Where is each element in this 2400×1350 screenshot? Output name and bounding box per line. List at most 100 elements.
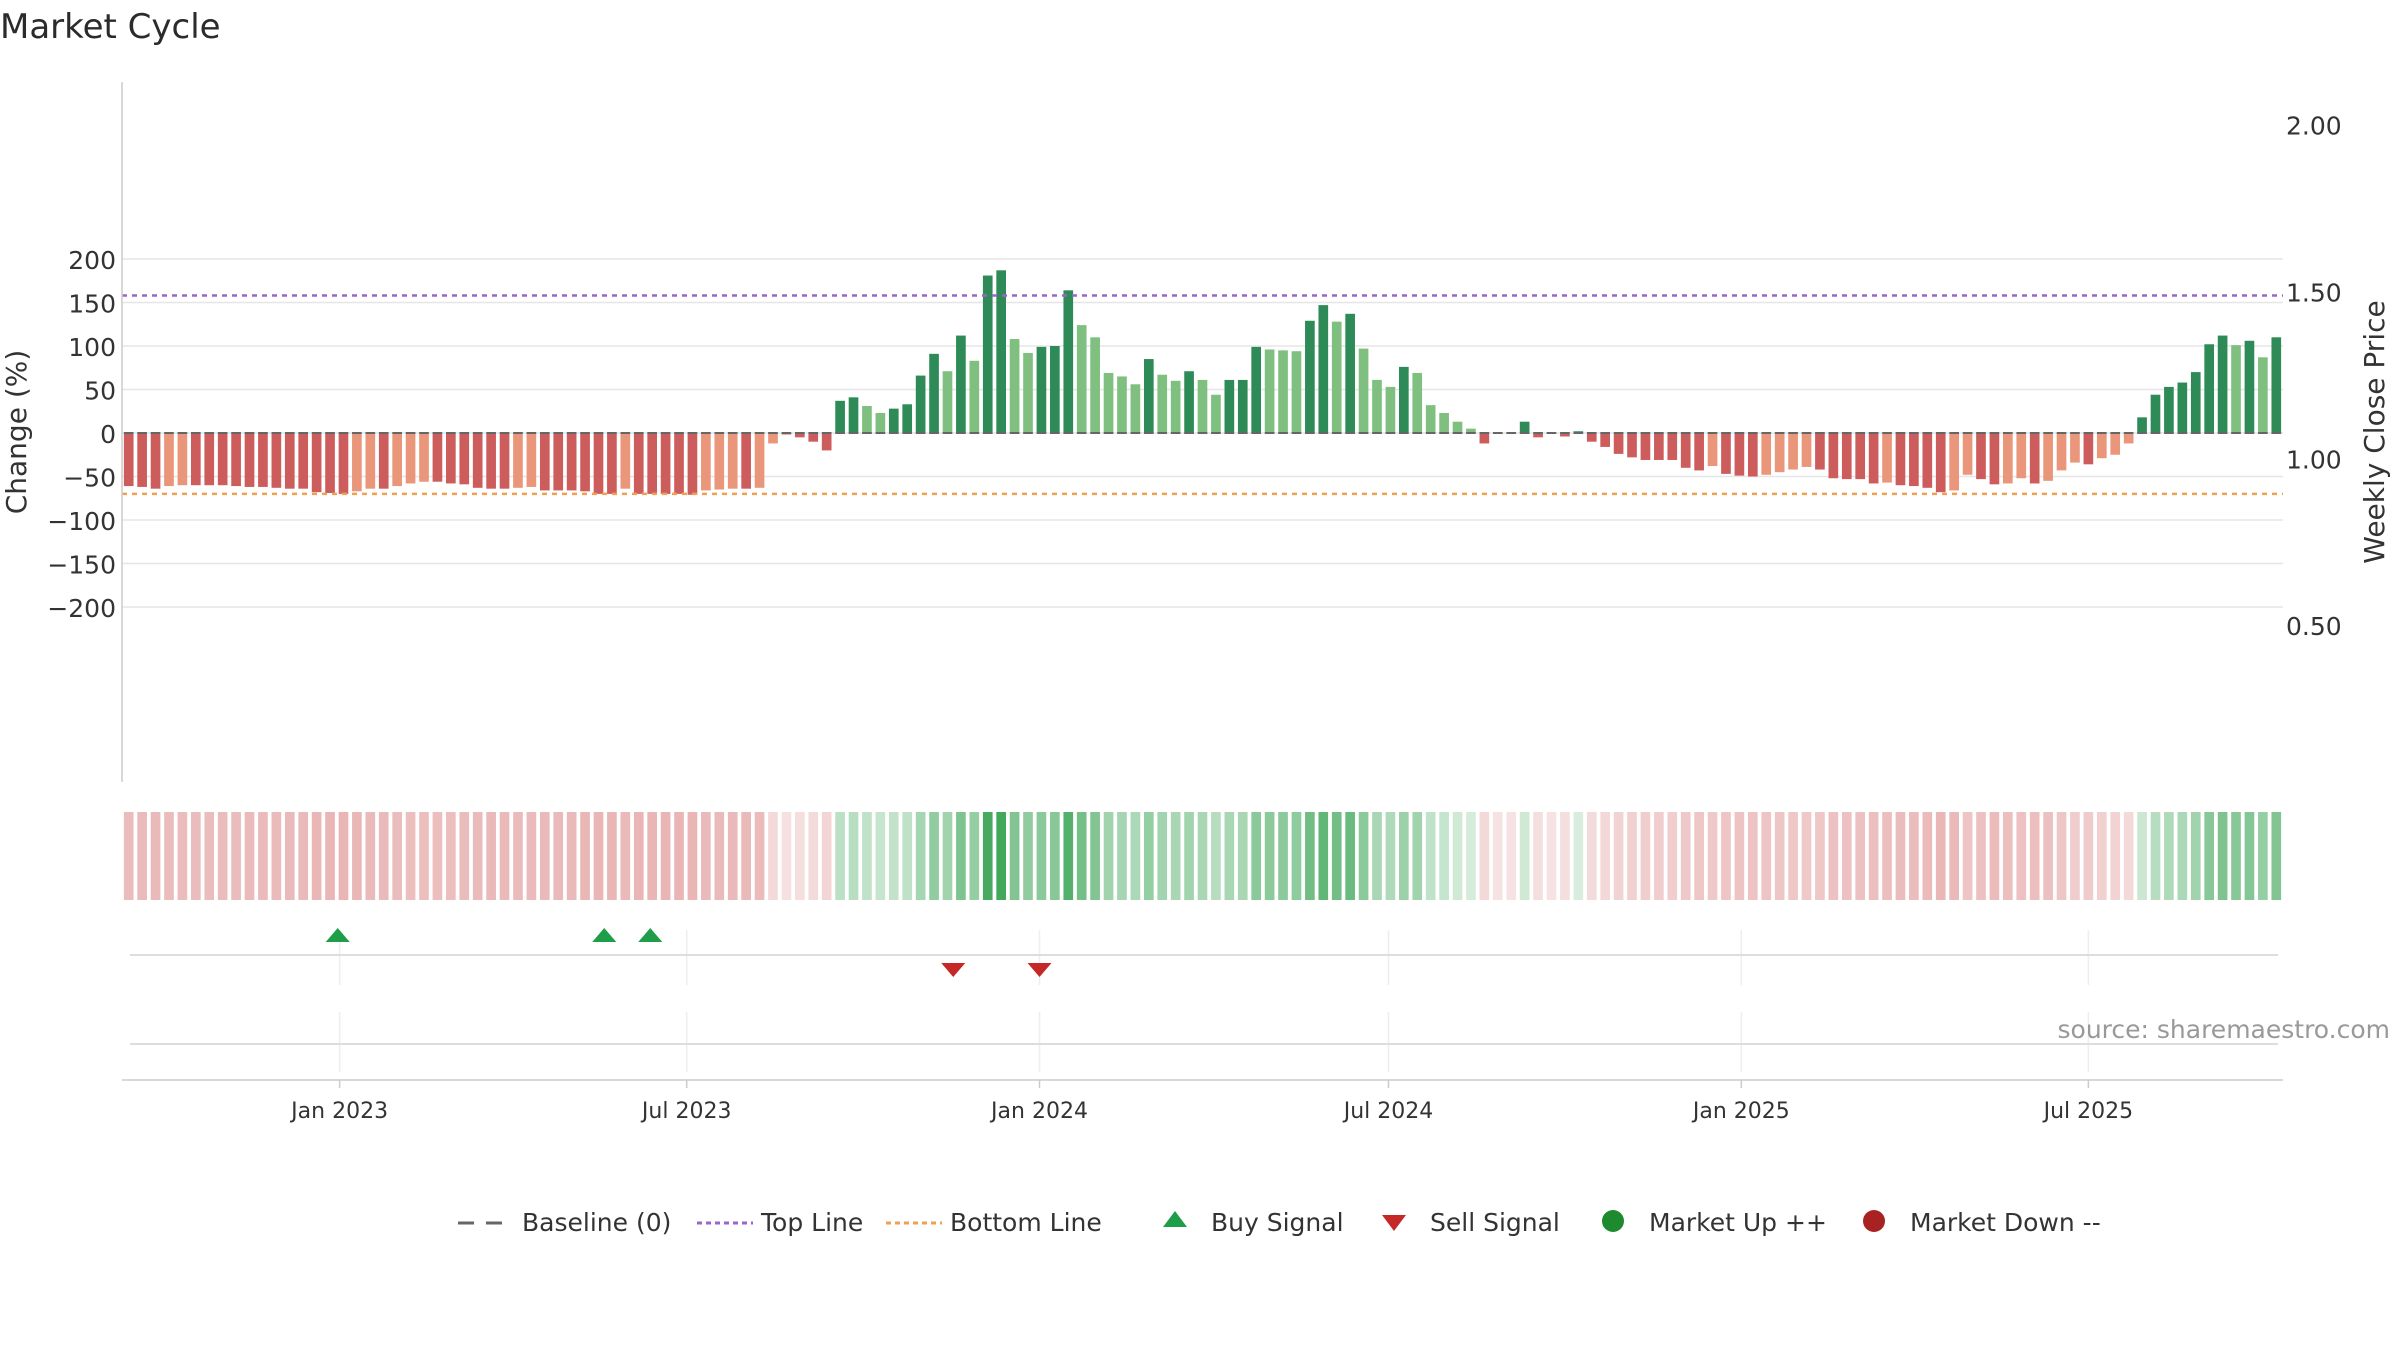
legend-label: Bottom Line bbox=[950, 1208, 1102, 1237]
heatmap-cell bbox=[1036, 812, 1047, 900]
change-bar bbox=[1774, 433, 1785, 473]
legend-label: Sell Signal bbox=[1430, 1208, 1560, 1237]
change-bar bbox=[633, 433, 644, 494]
heatmap-cell bbox=[1050, 812, 1060, 900]
heatmap-cell bbox=[217, 812, 228, 900]
heatmap-cell bbox=[1533, 812, 1543, 900]
heatmap-cell bbox=[204, 812, 215, 900]
heatmap-cell bbox=[2150, 812, 2161, 900]
heatmap-cell bbox=[1949, 812, 1959, 900]
change-bar bbox=[607, 433, 617, 494]
heatmap-cell bbox=[1560, 812, 1570, 900]
change-bar bbox=[1291, 351, 1302, 433]
change-bar bbox=[701, 433, 711, 491]
change-bar bbox=[1305, 320, 1315, 433]
change-bar bbox=[2083, 433, 2094, 465]
change-bar bbox=[888, 408, 899, 433]
heatmap-cell bbox=[1157, 812, 1168, 900]
heatmap-cell bbox=[1251, 812, 1262, 900]
change-bar bbox=[1600, 433, 1611, 447]
change-bar bbox=[1680, 433, 1691, 468]
heatmap-cell bbox=[1412, 812, 1423, 900]
heatmap-cell bbox=[566, 812, 577, 900]
heatmap-cell bbox=[325, 812, 335, 900]
change-bar bbox=[1868, 433, 1879, 484]
change-bar bbox=[942, 371, 953, 433]
y2-tick-label: 2.00 bbox=[2286, 112, 2342, 141]
change-bar bbox=[2150, 394, 2161, 433]
heatmap-cell bbox=[432, 812, 443, 900]
change-bar bbox=[2164, 386, 2174, 433]
heatmap-cell bbox=[1130, 812, 1141, 900]
change-bar bbox=[996, 270, 1006, 433]
heatmap-cell bbox=[2271, 812, 2282, 900]
x-tick-label: Jan 2024 bbox=[989, 1099, 1088, 1124]
change-bar bbox=[137, 433, 147, 487]
heatmap-cell bbox=[1358, 812, 1369, 900]
change-bar bbox=[2056, 433, 2067, 471]
heatmap-cell bbox=[741, 812, 751, 900]
legend-swatch bbox=[1602, 1210, 1624, 1232]
change-bar bbox=[526, 433, 537, 487]
heatmap-cell bbox=[1009, 812, 1020, 900]
y2-tick-label: 0.50 bbox=[2286, 612, 2342, 641]
heatmap-cell bbox=[1747, 812, 1758, 900]
legend-item-top: Top Line bbox=[697, 1208, 863, 1237]
change-bar bbox=[1667, 433, 1678, 460]
heatmap-cell bbox=[2217, 812, 2228, 900]
heatmap-cell bbox=[298, 812, 309, 900]
change-bar bbox=[915, 375, 926, 433]
heatmap-cell bbox=[593, 812, 604, 900]
reference-lines bbox=[122, 294, 2283, 496]
heatmap-cell bbox=[915, 812, 926, 900]
change-bar bbox=[1385, 386, 1396, 433]
heatmap-cell bbox=[862, 812, 872, 900]
change-bar bbox=[1479, 433, 1490, 444]
change-bar bbox=[1452, 421, 1463, 433]
heatmap-cell bbox=[1023, 812, 1033, 900]
heatmap-cell bbox=[687, 812, 698, 900]
change-bar bbox=[902, 404, 913, 433]
heatmap-cell bbox=[633, 812, 644, 900]
heatmap-cell bbox=[2029, 812, 2040, 900]
change-bar bbox=[929, 353, 939, 433]
change-bar bbox=[1989, 433, 2000, 485]
heatmap-cell bbox=[137, 812, 147, 900]
heatmap-cell bbox=[982, 812, 993, 900]
heatmap-cell bbox=[365, 812, 376, 900]
heatmap-cell bbox=[888, 812, 899, 900]
change-bar bbox=[311, 433, 322, 493]
x-tick-label: Jan 2023 bbox=[289, 1099, 388, 1124]
change-bar bbox=[352, 433, 362, 492]
heatmap-cell bbox=[2177, 812, 2188, 900]
change-bar bbox=[982, 275, 993, 433]
y-tick-label: 50 bbox=[84, 377, 116, 406]
heatmap-cell bbox=[781, 812, 792, 900]
heatmap-cell bbox=[1613, 812, 1624, 900]
change-bar bbox=[2096, 433, 2107, 459]
legend: Baseline (0) Top Line Bottom Line Buy Signa… bbox=[458, 1208, 2101, 1237]
change-bar bbox=[1117, 376, 1127, 433]
change-bar bbox=[1036, 346, 1047, 433]
heatmap-cell bbox=[405, 812, 416, 900]
change-bar bbox=[1345, 313, 1355, 433]
heatmap-cell bbox=[1694, 812, 1704, 900]
heatmap-cell bbox=[1895, 812, 1906, 900]
heatmap-cell bbox=[1305, 812, 1315, 900]
change-bar bbox=[459, 433, 470, 485]
heatmap-cell bbox=[768, 812, 778, 900]
change-bar bbox=[271, 433, 282, 488]
change-bar bbox=[298, 433, 309, 489]
change-bar bbox=[1788, 433, 1798, 470]
change-bar bbox=[1009, 339, 1020, 433]
y2-tick-label: 1.00 bbox=[2286, 445, 2342, 474]
change-bar bbox=[2190, 372, 2201, 433]
heatmap-cell bbox=[1479, 812, 1490, 900]
change-bar bbox=[2016, 433, 2027, 479]
heatmap-cell bbox=[1882, 812, 1892, 900]
heatmap-cell bbox=[1466, 812, 1476, 900]
y-tick-label: −100 bbox=[47, 507, 116, 536]
heatmap-cell bbox=[2110, 812, 2121, 900]
heatmap-cell bbox=[969, 812, 980, 900]
